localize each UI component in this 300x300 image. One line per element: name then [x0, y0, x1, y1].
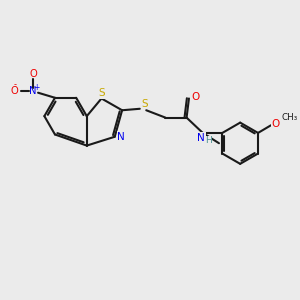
Text: CH₃: CH₃ — [282, 112, 298, 122]
Text: O: O — [11, 85, 19, 96]
Text: S: S — [141, 99, 148, 109]
Text: O: O — [191, 92, 200, 102]
Text: N: N — [29, 85, 37, 96]
Text: +: + — [34, 83, 40, 92]
Text: -: - — [13, 80, 16, 89]
Text: S: S — [99, 88, 105, 98]
Text: O: O — [272, 118, 280, 128]
Text: H: H — [205, 136, 212, 146]
Text: N: N — [197, 133, 205, 142]
Text: N: N — [117, 132, 125, 142]
Text: O: O — [29, 68, 37, 79]
